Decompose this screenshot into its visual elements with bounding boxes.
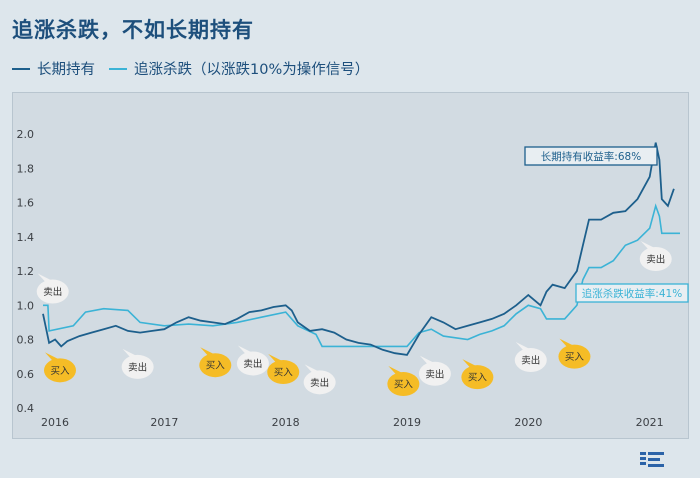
series-line-hold [42,142,675,356]
sell-marker: 卖出 [236,345,269,376]
legend-swatch-hold [12,67,30,70]
marker-bubble [461,365,494,390]
marker-label: 买入 [468,373,488,384]
legend-label-hold: 长期持有 [37,62,95,78]
buy-marker: 买入 [43,352,76,383]
marker-label: 买入 [394,380,414,391]
marker-label: 买入 [206,361,226,372]
return-label: 长期持有收益率:68% [524,146,658,166]
y-tick-label: 1.2 [17,265,35,278]
sell-marker: 卖出 [418,355,451,386]
x-tick-label: 2016 [41,416,69,429]
x-tick-label: 2018 [272,416,300,429]
marker-bubble [639,247,672,272]
sell-marker: 卖出 [514,342,547,373]
marker-label: 卖出 [521,355,540,367]
marker-label: 买入 [565,352,585,363]
y-tick-label: 0.6 [17,368,35,381]
buy-marker: 买入 [199,347,232,378]
marker-bubble [418,361,451,386]
marker-label: 卖出 [425,368,444,380]
marker-bubble [43,358,76,383]
return-label-text: 长期持有收益率:68% [541,150,641,163]
buy-marker: 买入 [558,338,591,369]
sell-marker: 卖出 [303,364,336,395]
marker-label: 卖出 [128,361,147,373]
marker-label: 卖出 [310,377,329,389]
y-tick-label: 2.0 [17,128,35,141]
marker-bubble [514,348,547,373]
chart-title: 追涨杀跌，不如长期持有 [12,18,254,42]
legend-item-hold: 长期持有 [12,58,95,79]
y-tick-label: 1.6 [17,197,35,210]
marker-bubble [199,353,232,378]
marker-label: 买入 [50,366,70,377]
marker-bubble [267,360,300,385]
legend-label-chase: 追涨杀跌（以涨跌10%为操作信号） [134,62,370,78]
buy-marker: 买入 [387,366,420,397]
sell-marker: 卖出 [36,273,69,304]
marker-label: 卖出 [243,358,262,370]
marker-bubble [121,354,154,379]
marker-bubble [36,279,69,304]
return-label-box [524,146,658,166]
legend: 长期持有 追涨杀跌（以涨跌10%为操作信号） [12,58,383,79]
marker-label: 卖出 [646,254,665,266]
return-label-text: 追涨杀跌收益率:41% [582,287,682,300]
x-tick-label: 2017 [150,416,178,429]
series-line-chase [43,203,680,348]
x-tick-label: 2021 [636,416,664,429]
marker-bubble [387,372,420,397]
y-tick-label: 1.4 [17,231,35,244]
return-label-box [575,283,689,303]
legend-item-chase: 追涨杀跌（以涨跌10%为操作信号） [109,58,369,79]
y-tick-label: 0.8 [17,334,35,347]
x-tick-label: 2020 [514,416,542,429]
marker-label: 卖出 [43,286,62,298]
marker-label: 买入 [274,368,294,379]
sell-marker: 卖出 [121,348,154,379]
marker-bubble [303,370,336,395]
return-label: 追涨杀跌收益率:41% [575,283,689,303]
marker-bubble [558,344,591,369]
marker-bubble [236,351,269,376]
y-tick-label: 0.4 [17,402,35,415]
y-tick-label: 1.0 [17,299,35,312]
sell-marker: 卖出 [639,241,672,272]
buy-marker: 买入 [461,359,494,390]
buy-marker: 买入 [267,354,300,385]
x-tick-label: 2019 [393,416,421,429]
legend-swatch-chase [109,67,127,70]
logo-icon [640,452,664,467]
y-tick-label: 1.8 [17,162,35,175]
